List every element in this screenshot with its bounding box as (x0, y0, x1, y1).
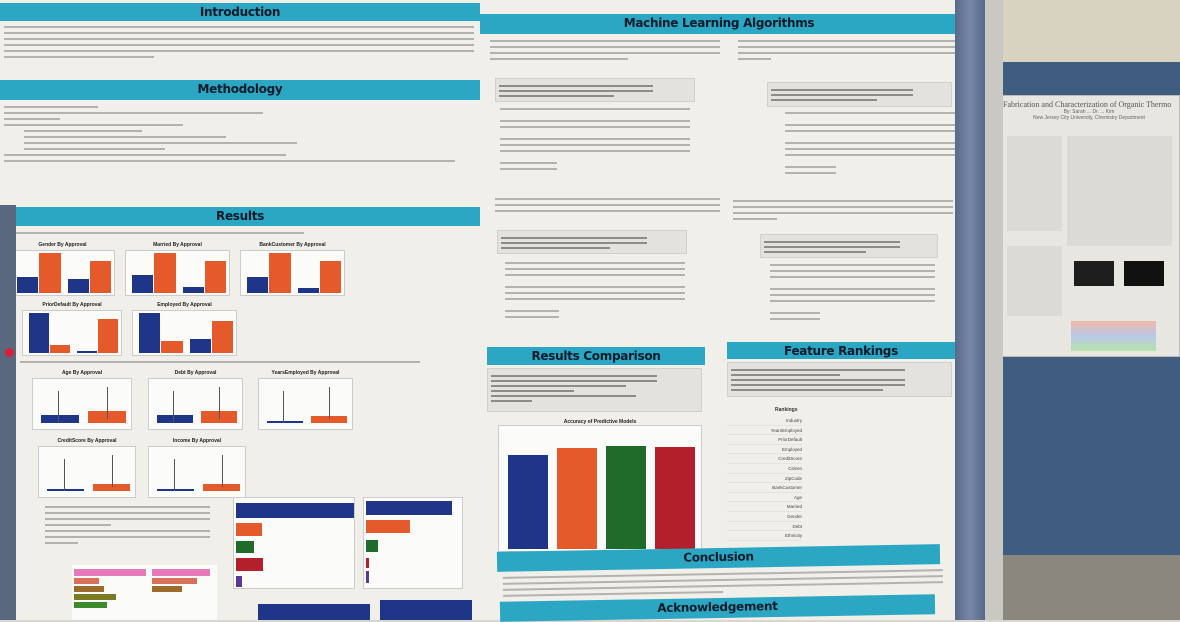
ranking-row: YearsEmployed (727, 426, 802, 436)
svm-code (760, 234, 938, 258)
ml-algorithms-heading: Machine Learning Algorithms (480, 14, 958, 34)
chart-title: BankCustomer By Approval (259, 242, 326, 248)
svm-description (733, 200, 953, 224)
knn-code (495, 78, 695, 102)
methodology-text (4, 106, 474, 166)
comparison-code (487, 368, 702, 412)
bar-chart: PriorDefault By Approval (22, 302, 122, 356)
results-comparison-heading: Results Comparison (487, 347, 705, 365)
ethnicity-bar-chart (233, 497, 355, 589)
ranking-row: Industry (727, 416, 802, 426)
chart-bar (297, 288, 319, 293)
chart-bar (77, 351, 97, 353)
introduction-heading: Introduction (0, 3, 480, 21)
box-plot: Debt By Approval (148, 370, 243, 430)
accuracy-bar (606, 445, 646, 549)
logreg-code (767, 82, 952, 107)
logreg-description (738, 40, 958, 64)
methodology-heading: Methodology (0, 80, 480, 100)
box-plot: Income By Approval (148, 438, 246, 498)
neighbor-poster-authors: By: Sarah ... Dr. ... Kim (1063, 109, 1115, 115)
accuracy-chart-title: Accuracy of Predictive Models (563, 419, 637, 425)
chart-bar (89, 261, 111, 293)
chart-title: Age By Approval (61, 370, 103, 376)
chart-bar (269, 253, 291, 293)
chart-bar (139, 313, 161, 353)
knn-description (490, 40, 720, 64)
push-pin (5, 348, 14, 357)
accuracy-chart: Accuracy of Predictive Models (498, 419, 702, 552)
chart-title: Income By Approval (172, 438, 222, 444)
tree-report (505, 262, 685, 322)
chart-bar (154, 253, 176, 293)
tree-code (497, 230, 687, 254)
box-plot: CreditScore By Approval (38, 438, 136, 498)
chart-title: PriorDefault By Approval (42, 302, 102, 308)
bar-chart: BankCustomer By Approval (240, 242, 345, 296)
rankings-code (727, 362, 952, 397)
ranking-row: BankCustomer (727, 483, 802, 493)
bar-chart: Married By Approval (125, 242, 230, 296)
tree-description (495, 198, 720, 216)
rankings-header: Rankings (775, 407, 798, 413)
results-heading: Results (0, 207, 480, 226)
ranking-row: PriorDefault (727, 435, 802, 445)
chart-title: Debt By Approval (174, 370, 217, 376)
logreg-report (785, 112, 955, 178)
bar-chart: Employed By Approval (132, 302, 237, 356)
ranking-row: Gender (727, 512, 802, 522)
feature-rankings-heading: Feature Rankings (727, 342, 955, 359)
chart-bar (161, 341, 183, 353)
ranking-row: Married (727, 502, 802, 512)
chart-bar (182, 287, 204, 293)
ranking-row: Employed (727, 445, 802, 455)
knn-report (500, 108, 690, 174)
svm-report (770, 264, 935, 324)
chart-bar (204, 261, 226, 293)
chart-bar (189, 339, 211, 353)
chart-bar (319, 261, 341, 293)
board-edge-left (0, 205, 16, 620)
chart-bar (50, 345, 70, 353)
ranking-row: CreditScore (727, 454, 802, 464)
results-bullets (45, 506, 210, 548)
chart-title: Employed By Approval (157, 302, 212, 308)
neighbor-poster-affiliation: New Jersey City University, Chemistry De… (1033, 115, 1145, 121)
research-poster: Introduction Methodology Results Gender … (0, 0, 960, 622)
results-note (20, 361, 420, 367)
chart-bar (29, 313, 49, 353)
box-plot: Age By Approval (32, 370, 132, 430)
chart-bar (67, 279, 89, 293)
accuracy-bar (655, 447, 695, 549)
neighbor-poster-title: Fabrication and Characterization of Orga… (1003, 100, 1172, 109)
chart-bar (98, 319, 118, 353)
accuracy-bar (508, 455, 548, 549)
bar-chart: Gender By Approval (10, 242, 115, 296)
ranking-row: Ethnicity (727, 531, 802, 541)
industry-bar-chart (72, 565, 217, 620)
chart-title: Gender By Approval (38, 242, 87, 248)
accuracy-bar (557, 448, 597, 549)
results-text (4, 232, 304, 238)
wall (990, 0, 1180, 70)
board-edge (955, 0, 985, 620)
chart-title: Married By Approval (153, 242, 202, 248)
chart-title: YearsEmployed By Approval (271, 370, 340, 376)
floor (980, 555, 1180, 620)
ranking-row: ZipCode (727, 474, 802, 484)
chart-bar (211, 321, 233, 353)
introduction-text (4, 26, 474, 62)
board-frame (985, 0, 1003, 620)
chart-bar (17, 277, 39, 293)
chart-title: CreditScore By Approval (57, 438, 117, 444)
neighbor-poster: Fabrication and Characterization of Orga… (998, 95, 1180, 357)
chart-bar (132, 275, 154, 293)
ranking-row: Citizen (727, 464, 802, 474)
ranking-row: Debt (727, 522, 802, 532)
ethnicity-approved-bar-chart (363, 497, 463, 589)
chart-bar (39, 253, 61, 293)
ranking-row: Age (727, 493, 802, 503)
chart-bar (247, 277, 269, 293)
box-plot: YearsEmployed By Approval (258, 370, 353, 430)
